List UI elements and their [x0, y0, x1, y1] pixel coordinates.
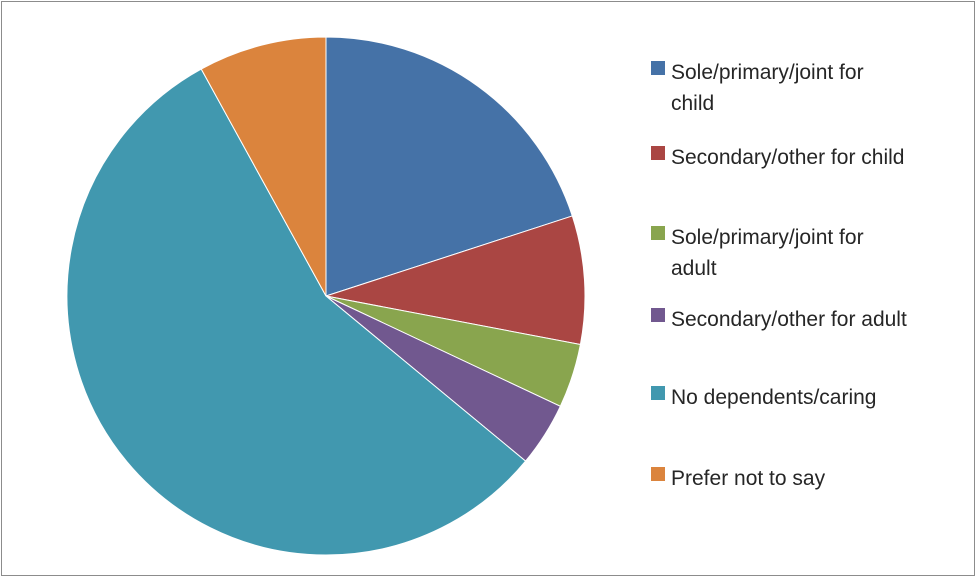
legend-label: Secondary/other for adult — [671, 308, 907, 331]
legend: Sole/primary/joint for child Secondary/oth… — [651, 61, 907, 490]
legend-entry-5: No dependents/caring — [651, 386, 876, 409]
legend-entry-4: Secondary/other for adult — [651, 308, 907, 331]
legend-label: child — [671, 92, 714, 115]
legend-label: Sole/primary/joint for — [671, 226, 864, 249]
legend-entry-3: Sole/primary/joint for adult — [651, 226, 864, 280]
legend-label: No dependents/caring — [671, 386, 876, 409]
pie-slice-6 — [200, 36, 327, 297]
legend-swatch — [651, 146, 665, 160]
legend-entry-2: Secondary/other for child — [651, 146, 904, 169]
pie-slices — [66, 36, 586, 556]
pie-slice-5 — [66, 68, 527, 556]
legend-entry-6: Prefer not to say — [651, 467, 826, 490]
legend-label: Secondary/other for child — [671, 146, 904, 169]
legend-swatch — [651, 226, 665, 240]
legend-swatch — [651, 467, 665, 481]
pie-slice-2 — [325, 215, 586, 346]
legend-swatch — [651, 61, 665, 75]
legend-swatch — [651, 386, 665, 400]
legend-label: Prefer not to say — [671, 467, 826, 490]
legend-label: adult — [671, 257, 717, 280]
pie-slice-1 — [325, 36, 573, 297]
legend-label: Sole/primary/joint for — [671, 61, 864, 84]
legend-entry-1: Sole/primary/joint for child — [651, 61, 864, 115]
legend-swatch — [651, 308, 665, 322]
